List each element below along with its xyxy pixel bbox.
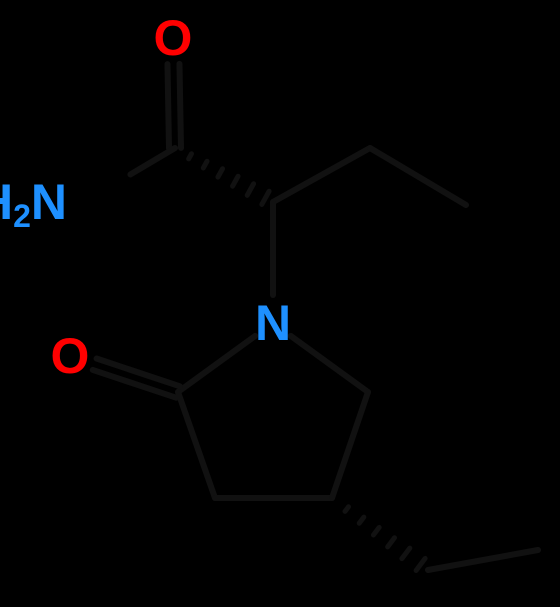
bond-wedge-hash <box>345 507 425 571</box>
bond-single <box>428 550 538 570</box>
bond-single <box>291 336 368 392</box>
bond-double <box>179 64 181 148</box>
atom-label-n: N <box>255 295 291 351</box>
bond-wedge-hash <box>189 154 269 205</box>
atom-label-nh2: H2N <box>0 174 67 234</box>
bond-single <box>332 392 368 498</box>
bond-double <box>167 64 169 148</box>
molecule-diagram: O H2N N O <box>0 0 560 607</box>
bond-single <box>178 392 215 498</box>
atom-label-o: O <box>154 10 193 66</box>
svg-text:H2N: H2N <box>0 174 67 234</box>
bond-single <box>370 148 466 205</box>
atom-label-o: O <box>51 328 90 384</box>
bond-single <box>130 148 175 174</box>
bond-single <box>273 148 370 202</box>
bond-single <box>178 336 255 392</box>
